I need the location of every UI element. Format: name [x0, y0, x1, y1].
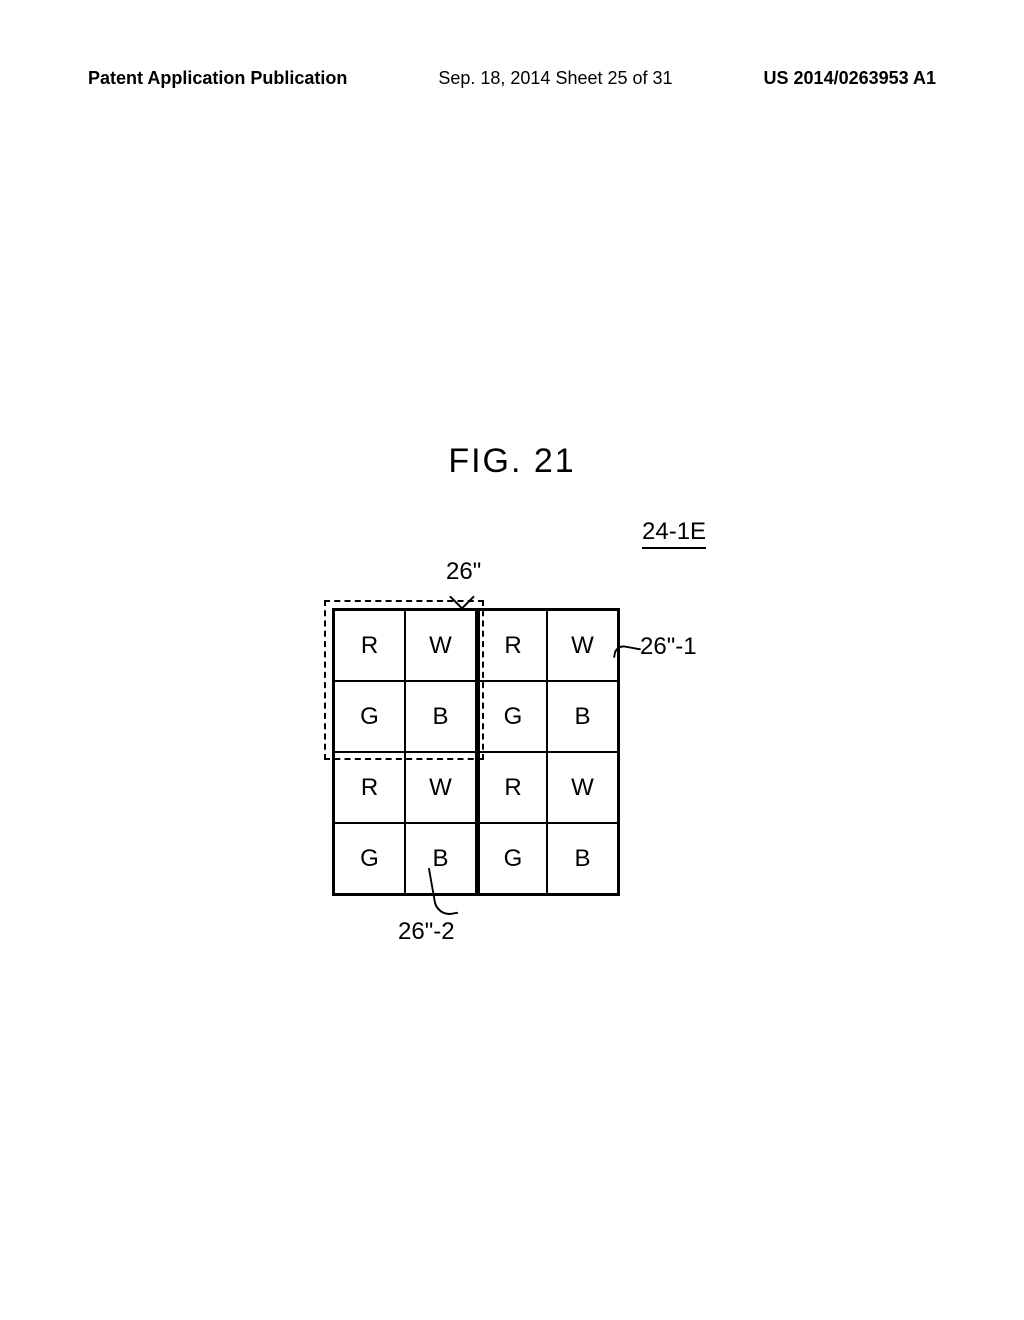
- figure-title: FIG. 21: [448, 442, 575, 481]
- cell-r: R: [334, 752, 405, 823]
- cell-w: W: [547, 752, 618, 823]
- cell-w: W: [547, 610, 618, 681]
- part-label: 24-1E: [642, 518, 706, 549]
- label-26-leader: [449, 584, 474, 609]
- cell-w: W: [405, 752, 476, 823]
- cell-g: G: [476, 681, 547, 752]
- cell-g: G: [334, 681, 405, 752]
- cell-g: G: [476, 823, 547, 894]
- cell-b: B: [547, 681, 618, 752]
- header-right: US 2014/0263953 A1: [764, 68, 936, 89]
- pixel-array-diagram: R W R W G B G B R W R W G B G B: [332, 608, 620, 896]
- label-26-2: 26"-2: [398, 918, 455, 946]
- cell-r: R: [476, 752, 547, 823]
- cell-b: B: [405, 681, 476, 752]
- header-left: Patent Application Publication: [88, 68, 347, 89]
- cell-w: W: [405, 610, 476, 681]
- page-header: Patent Application Publication Sep. 18, …: [0, 68, 1024, 89]
- label-26-1: 26"-1: [640, 633, 697, 661]
- label-26: 26": [446, 558, 481, 586]
- pixel-grid: R W R W G B G B R W R W G B G B: [332, 608, 620, 896]
- cell-r: R: [334, 610, 405, 681]
- cell-g: G: [334, 823, 405, 894]
- header-mid: Sep. 18, 2014 Sheet 25 of 31: [438, 68, 672, 89]
- cell-r: R: [476, 610, 547, 681]
- cell-b: B: [547, 823, 618, 894]
